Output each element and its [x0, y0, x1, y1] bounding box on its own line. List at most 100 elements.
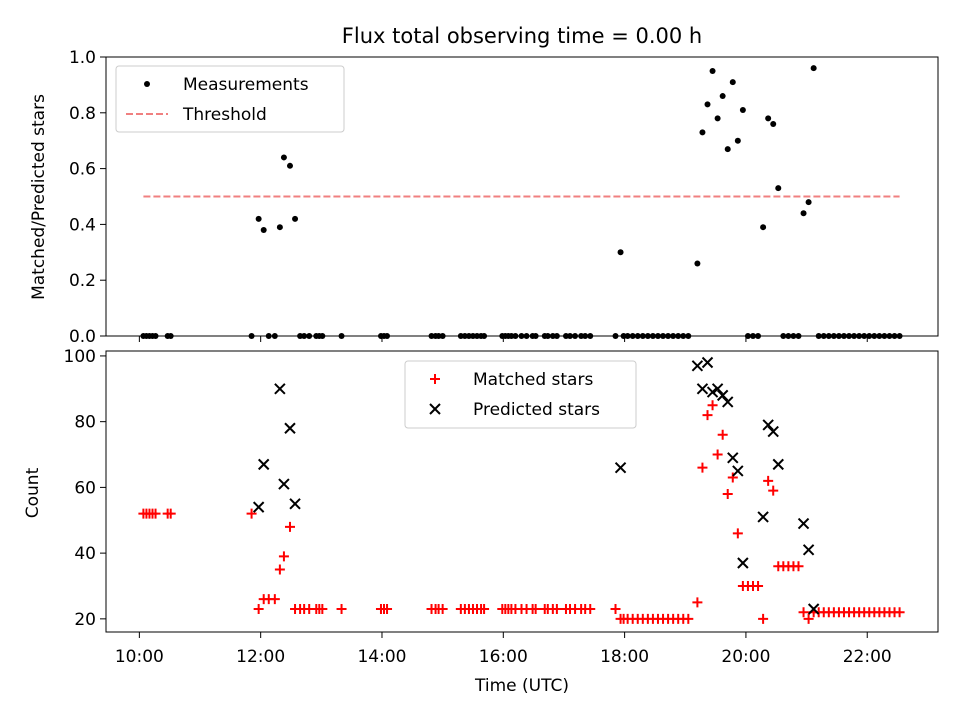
- predicted-star-point: [797, 517, 810, 530]
- matched-star-point: [317, 603, 328, 614]
- predicted-star-point: [706, 386, 719, 398]
- bottom-y-tick-label: 60: [74, 478, 96, 498]
- predicted-star-point: [274, 383, 286, 395]
- measurement-point: [719, 93, 726, 100]
- measurement-point: [805, 199, 812, 206]
- measurement-point: [255, 215, 262, 222]
- predicted-star-point: [252, 501, 265, 513]
- legend-measurements-label: Measurements: [183, 75, 309, 95]
- measurement-point: [729, 79, 736, 86]
- matched-star-point: [246, 508, 257, 519]
- measurement-point: [800, 210, 807, 217]
- legend-measurements-marker: [144, 81, 150, 87]
- matched-star-point: [692, 597, 703, 608]
- predicted-star-point: [767, 425, 779, 438]
- matched-star-point: [551, 603, 562, 614]
- top-plot: 0.0 0.2 0.4 0.6 0.8 1.0 Measurements Threshold: [69, 48, 939, 347]
- predicted-star-point: [614, 461, 627, 474]
- top-plot-frame: [105, 56, 939, 337]
- matched-star-point: [278, 551, 289, 562]
- matched-star-point: [763, 475, 774, 486]
- predicted-star-point: [278, 478, 290, 490]
- measurement-point: [739, 107, 746, 114]
- x-axis-label: Time (UTC): [474, 676, 569, 696]
- top-y-tick-label: 0.2: [69, 271, 96, 291]
- matched-star-point: [894, 607, 905, 618]
- predicted-star-point: [691, 360, 704, 372]
- measurement-point: [714, 115, 721, 122]
- matched-star-point: [702, 410, 713, 421]
- matched-star-point: [165, 508, 176, 519]
- measurement-point: [292, 215, 299, 222]
- measurement-point: [694, 260, 701, 267]
- measurement-point: [775, 185, 782, 192]
- matched-star-point: [585, 603, 596, 614]
- matched-star-point: [793, 561, 804, 572]
- top-y-axis-label: Matched/Predicted stars: [29, 94, 49, 300]
- x-tick-label: 14:00: [357, 647, 406, 667]
- top-y-tick-label: 0.6: [69, 160, 96, 180]
- predicted-star-point: [716, 389, 729, 402]
- x-tick-label: 22:00: [843, 647, 892, 667]
- matched-star-point: [284, 521, 295, 532]
- matched-star-point: [717, 429, 728, 440]
- predicted-star-point: [757, 511, 769, 523]
- measurement-point: [286, 162, 293, 169]
- matched-star-point: [269, 594, 280, 605]
- predicted-star-point: [737, 557, 749, 569]
- x-tick-label: 16:00: [479, 647, 528, 667]
- predicted-star-point: [284, 422, 296, 434]
- matched-star-point: [336, 603, 347, 614]
- measurement-point: [760, 224, 767, 231]
- x-tick-label: 20:00: [721, 647, 770, 667]
- measurement-point: [276, 224, 283, 231]
- matched-star-point: [150, 508, 161, 519]
- legend-predicted-label: Predicted stars: [473, 400, 600, 420]
- matched-star-point: [753, 580, 764, 591]
- matched-star-point: [530, 603, 541, 614]
- matched-star-point: [722, 488, 733, 499]
- legend-threshold-label: Threshold: [182, 105, 267, 125]
- measurement-point: [765, 115, 772, 122]
- matched-star-point: [758, 613, 769, 624]
- x-tick-label: 12:00: [236, 647, 285, 667]
- measurement-point: [617, 249, 624, 256]
- top-y-tick-label: 0.8: [69, 104, 96, 124]
- matched-star-point: [479, 603, 490, 614]
- x-tick-label: 18:00: [600, 647, 649, 667]
- measurement-point: [699, 129, 706, 136]
- matched-star-point: [683, 613, 694, 624]
- measurement-point: [770, 120, 777, 127]
- predicted-star-point: [802, 544, 815, 556]
- legend-matched-label: Matched stars: [473, 370, 593, 390]
- measurement-point: [810, 65, 817, 72]
- predicted-star-point: [732, 465, 744, 477]
- predicted-star-point: [289, 498, 301, 510]
- matched-star-point: [707, 400, 718, 411]
- matched-star-point: [253, 603, 264, 614]
- predicted-star-point: [257, 458, 270, 471]
- legend-box: [404, 360, 637, 429]
- measurement-point: [734, 137, 741, 144]
- matched-star-point: [697, 462, 708, 473]
- matched-star-point: [732, 528, 743, 539]
- measurement-point: [280, 154, 287, 161]
- matched-star-point: [727, 472, 738, 483]
- predicted-star-point: [722, 396, 734, 408]
- bottom-y-axis-label: Count: [23, 467, 43, 518]
- legend-matched-marker: [430, 374, 440, 384]
- matched-star-point: [798, 607, 809, 618]
- predicted-star-point: [807, 603, 820, 615]
- legend-box: [115, 65, 345, 133]
- bottom-y-tick-label: 40: [74, 544, 96, 564]
- bottom-plot: 20 40 60 80 100 10:00 12:00 14:00 16:00 18:00 20:0…: [64, 347, 939, 667]
- measurement-point: [704, 101, 711, 108]
- predicted-star-point: [762, 419, 774, 431]
- bottom-y-tick-label: 80: [74, 413, 96, 433]
- top-y-tick-label: 1.0: [69, 48, 96, 68]
- predicted-star-point: [727, 452, 739, 464]
- top-y-tick-label: 0.4: [69, 215, 96, 235]
- bottom-plot-frame: [105, 350, 939, 633]
